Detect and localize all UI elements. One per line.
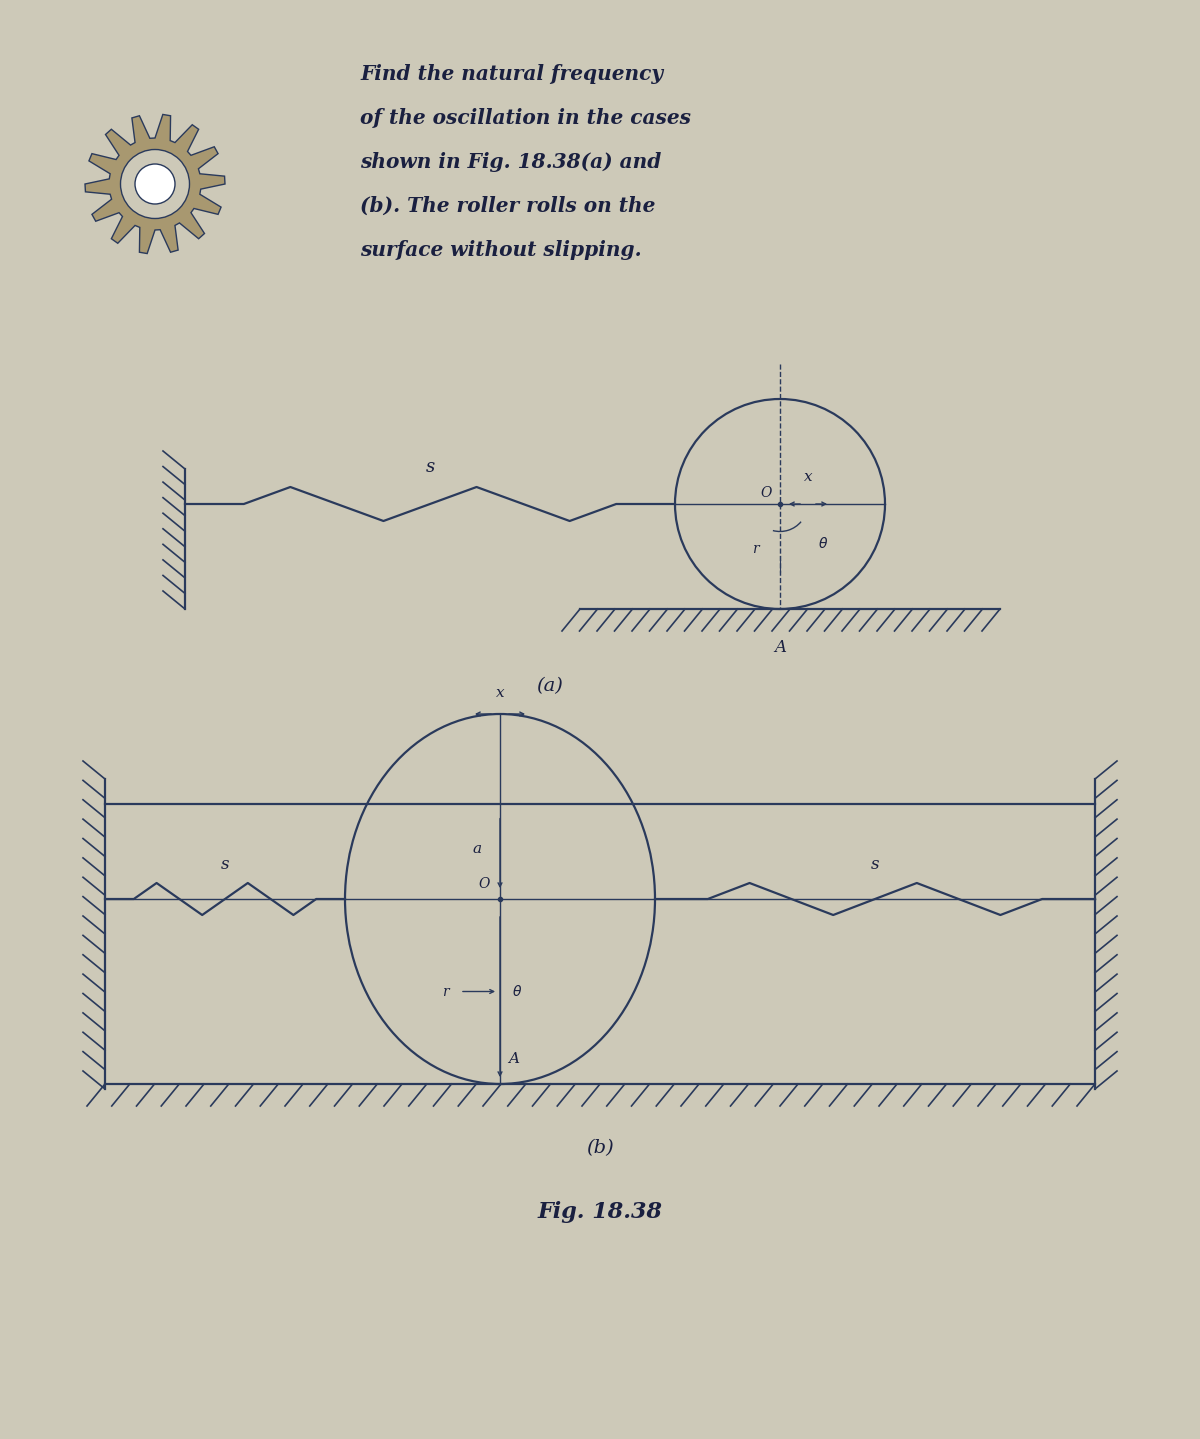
Text: A: A — [508, 1052, 520, 1066]
Text: s: s — [871, 856, 880, 873]
Text: x: x — [804, 471, 812, 484]
Text: Find the natural frequency: Find the natural frequency — [360, 63, 664, 83]
Text: s: s — [221, 856, 229, 873]
Polygon shape — [85, 115, 226, 253]
Text: s: s — [425, 458, 434, 476]
Text: of the oscillation in the cases: of the oscillation in the cases — [360, 108, 691, 128]
Text: (a): (a) — [536, 676, 564, 695]
Text: (b). The roller rolls on the: (b). The roller rolls on the — [360, 196, 655, 216]
Text: surface without slipping.: surface without slipping. — [360, 240, 642, 260]
Text: x: x — [496, 686, 504, 699]
Text: r: r — [442, 984, 449, 999]
Circle shape — [134, 164, 175, 204]
Text: (b): (b) — [586, 1140, 614, 1157]
Text: $\theta$: $\theta$ — [818, 537, 828, 551]
Circle shape — [120, 150, 190, 219]
Text: O: O — [479, 876, 490, 891]
Text: a: a — [473, 842, 482, 856]
Text: Fig. 18.38: Fig. 18.38 — [538, 1202, 662, 1223]
Text: O: O — [761, 486, 772, 499]
Text: r: r — [751, 543, 758, 555]
Text: A: A — [774, 639, 786, 656]
Text: $\theta$: $\theta$ — [512, 984, 522, 999]
Text: shown in Fig. 18.38(a) and: shown in Fig. 18.38(a) and — [360, 153, 661, 173]
